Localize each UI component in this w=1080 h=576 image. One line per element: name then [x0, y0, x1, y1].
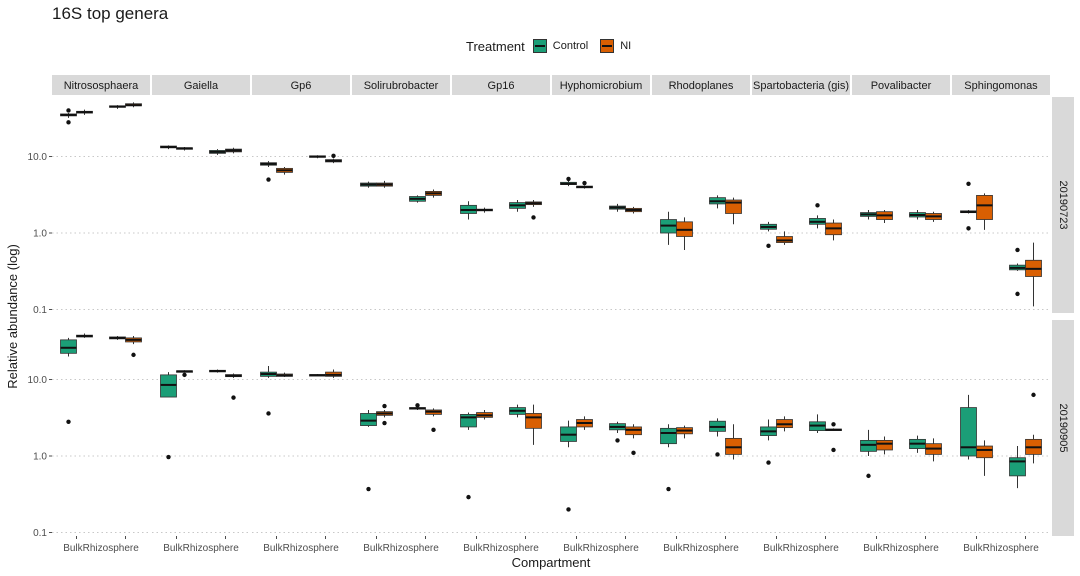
box [525, 413, 542, 429]
facet-strip-label: Gp16 [488, 80, 515, 92]
outlier-point [415, 403, 420, 408]
x-tick-label: BulkRhizosphere [563, 543, 639, 554]
outlier-point [766, 243, 771, 249]
x-axis-title: Compartment [512, 555, 591, 570]
x-tick-label: BulkRhizosphere [863, 543, 939, 554]
facet-strip-label: Sphingomonas [964, 80, 1038, 92]
outlier-point [66, 120, 71, 125]
outlier-point [66, 108, 71, 113]
x-tick-label: BulkRhizosphere [763, 543, 839, 554]
outlier-point [766, 460, 771, 465]
outlier-point [966, 226, 971, 231]
outlier-point [831, 422, 836, 427]
outlier-point [431, 427, 436, 433]
box [876, 439, 893, 451]
facet-strip-label: Solirubrobacter [364, 80, 439, 92]
outlier-point [566, 507, 571, 512]
box [60, 339, 77, 354]
facet-strip-date [1052, 97, 1074, 313]
legend: Treatment Control NI [466, 37, 643, 55]
legend-key-control [532, 39, 547, 53]
legend-title: Treatment [466, 38, 525, 54]
outlier-point [615, 438, 620, 443]
facet-strip [152, 75, 250, 95]
outlier-point [182, 372, 187, 378]
box [976, 195, 993, 220]
y-tick-label: 1.0 [33, 452, 47, 463]
outlier-point [866, 473, 871, 479]
facet-strip [752, 75, 850, 95]
y-tick-label: 1.0 [33, 229, 47, 240]
facet-strip-label: Spartobacteria (gis) [753, 80, 849, 92]
x-tick-label: BulkRhizosphere [463, 543, 539, 554]
outlier-point [666, 486, 671, 492]
y-tick-label: 0.1 [33, 305, 47, 316]
box [976, 445, 993, 459]
y-axis-title: Relative abundance (log) [5, 244, 20, 389]
outlier-point [382, 403, 387, 409]
y-tick-label: 10.0 [28, 375, 48, 386]
legend-key-ni [600, 39, 615, 53]
outlier-point [266, 177, 271, 182]
outlier-point [531, 215, 536, 220]
box [660, 427, 677, 445]
outlier-point [466, 494, 471, 500]
box [360, 413, 377, 426]
facet-strip [852, 75, 950, 95]
facet-strip [252, 75, 350, 95]
outlier-point [1031, 392, 1036, 398]
facet-strip-label: Gaiella [184, 80, 219, 92]
facet-strip [352, 75, 450, 95]
facet-strip [952, 75, 1050, 95]
x-tick-label: BulkRhizosphere [163, 543, 239, 554]
outlier-point [266, 411, 271, 416]
x-tick-label: BulkRhizosphere [363, 543, 439, 554]
box [460, 413, 477, 428]
facet-strip-date-label: 20190723 [1057, 181, 1069, 230]
outlier-point [715, 452, 720, 457]
outlier-point [366, 486, 371, 492]
outlier-point [815, 203, 820, 208]
y-tick-label: 0.1 [33, 528, 47, 539]
legend-label-ni: NI [620, 40, 632, 52]
box [860, 439, 877, 452]
outlier-point [131, 352, 136, 358]
outlier-point [66, 419, 71, 425]
outlier-point [582, 180, 587, 186]
x-tick-label: BulkRhizosphere [263, 543, 339, 554]
outlier-point [382, 420, 387, 426]
box [960, 407, 977, 457]
facet-strip-date [1052, 320, 1074, 536]
outlier-point [331, 153, 336, 159]
x-tick-label: BulkRhizosphere [63, 543, 139, 554]
outlier-point [566, 176, 571, 182]
outlier-point [166, 454, 171, 460]
outlier-point [231, 395, 236, 400]
facet-strip-label: Rhodoplanes [669, 80, 734, 92]
chart-title: 16S top genera [52, 4, 169, 23]
facet-strip-label: Povalibacter [871, 80, 932, 92]
x-tick-label: BulkRhizosphere [963, 543, 1039, 554]
outlier-point [966, 181, 971, 186]
facet-strip-date-label: 20190905 [1057, 404, 1069, 453]
x-tick-label: BulkRhizosphere [663, 543, 739, 554]
facet-strip-label: Hyphomicrobium [560, 80, 643, 92]
facet-strip-label: Nitrososphaera [64, 80, 139, 92]
outlier-point [831, 447, 836, 453]
outlier-point [1015, 291, 1020, 297]
y-tick-label: 10.0 [28, 152, 48, 163]
facet-strip [452, 75, 550, 95]
box [160, 374, 177, 398]
outlier-point [1015, 247, 1020, 253]
facet-strip [52, 75, 150, 95]
outlier-point [631, 450, 636, 456]
facet-strip [652, 75, 750, 95]
facet-strip-label: Gp6 [291, 80, 312, 92]
legend-label-control: Control [552, 40, 589, 52]
facet-strip [552, 75, 650, 95]
